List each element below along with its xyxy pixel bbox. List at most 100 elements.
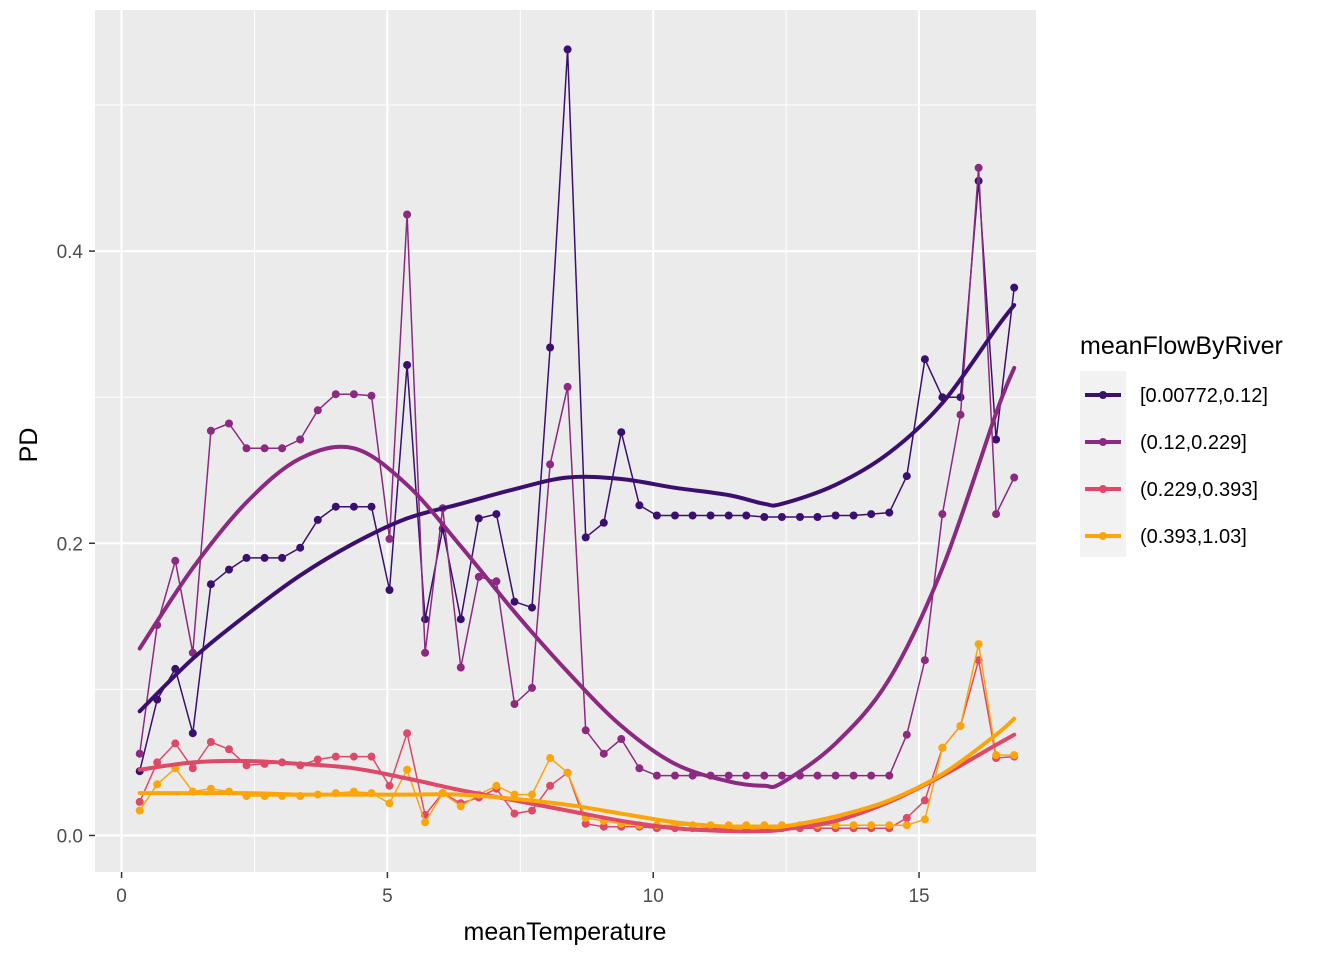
data-point bbox=[992, 435, 1001, 444]
y-tick-label: 0.2 bbox=[57, 534, 83, 555]
data-point bbox=[635, 764, 644, 773]
data-point bbox=[617, 428, 626, 437]
legend-label: (0.393,1.03] bbox=[1140, 526, 1247, 548]
data-point bbox=[367, 391, 376, 400]
data-point bbox=[777, 513, 786, 521]
legend-label: (0.12,0.229] bbox=[1140, 432, 1247, 454]
data-point bbox=[688, 511, 697, 520]
data-point bbox=[260, 553, 269, 562]
data-point bbox=[492, 510, 501, 519]
data-point bbox=[296, 435, 305, 444]
data-point bbox=[546, 754, 555, 762]
data-point bbox=[920, 656, 929, 665]
data-point bbox=[528, 683, 536, 692]
data-point bbox=[867, 771, 876, 780]
axis-ticks bbox=[89, 250, 920, 878]
data-point bbox=[671, 511, 679, 520]
legend: meanFlowByRiver [0.00772,0.12] (0.12,0.22… bbox=[1080, 332, 1283, 557]
data-point bbox=[421, 818, 430, 827]
data-point bbox=[403, 361, 412, 369]
data-point bbox=[956, 721, 965, 730]
data-point bbox=[813, 513, 822, 521]
data-point bbox=[599, 749, 608, 758]
data-point bbox=[920, 815, 929, 824]
data-point bbox=[260, 444, 269, 453]
data-point bbox=[188, 729, 197, 738]
data-point bbox=[278, 444, 287, 453]
legend-title: meanFlowByRiver bbox=[1080, 332, 1283, 360]
data-point bbox=[581, 726, 590, 735]
data-point bbox=[831, 511, 840, 520]
x-tick-label: 5 bbox=[382, 886, 393, 907]
data-point bbox=[456, 663, 465, 672]
data-point bbox=[456, 802, 465, 811]
data-point bbox=[403, 210, 412, 219]
data-point bbox=[510, 790, 519, 799]
data-point bbox=[849, 821, 858, 830]
data-point bbox=[349, 752, 358, 761]
data-point bbox=[599, 518, 608, 527]
y-tick-label: 0.4 bbox=[57, 242, 84, 263]
data-point bbox=[1010, 473, 1019, 482]
y-axis-title: PD bbox=[15, 428, 43, 463]
legend-key-background bbox=[1080, 371, 1126, 557]
legend-key-point bbox=[1099, 485, 1107, 493]
data-point bbox=[153, 758, 162, 767]
data-point bbox=[992, 510, 1001, 519]
legend-key-point bbox=[1099, 532, 1107, 540]
data-point bbox=[992, 751, 1001, 760]
data-point bbox=[331, 752, 340, 761]
data-point bbox=[153, 780, 162, 789]
data-point bbox=[367, 752, 376, 761]
data-point bbox=[225, 745, 233, 754]
grid-major bbox=[95, 10, 1036, 872]
data-point bbox=[546, 343, 555, 352]
data-point bbox=[581, 533, 590, 542]
data-point bbox=[956, 410, 965, 419]
legend-item: [0.00772,0.12] bbox=[1085, 385, 1268, 407]
data-point bbox=[313, 406, 322, 415]
data-point bbox=[546, 781, 555, 790]
data-point bbox=[938, 510, 947, 519]
data-point bbox=[760, 771, 769, 780]
data-point bbox=[349, 390, 358, 399]
data-point bbox=[1010, 751, 1019, 760]
data-point bbox=[135, 797, 144, 806]
y-tick-labels: 0.0 0.2 0.4 bbox=[57, 242, 84, 847]
data-point bbox=[563, 382, 572, 391]
data-point bbox=[1010, 283, 1019, 292]
x-tick-label: 15 bbox=[908, 886, 929, 907]
data-point bbox=[331, 390, 340, 399]
data-point bbox=[920, 796, 929, 805]
series-layer bbox=[135, 45, 1019, 833]
data-point bbox=[492, 781, 501, 790]
data-point bbox=[831, 771, 840, 780]
data-point bbox=[385, 586, 394, 594]
data-point bbox=[225, 419, 233, 428]
data-point bbox=[563, 45, 572, 54]
data-point bbox=[225, 565, 233, 574]
data-point bbox=[867, 821, 876, 830]
x-axis-title: meanTemperature bbox=[464, 918, 667, 946]
data-point bbox=[278, 553, 287, 562]
data-point bbox=[135, 749, 144, 758]
data-point bbox=[474, 514, 483, 523]
data-point bbox=[671, 771, 679, 780]
data-point bbox=[974, 640, 983, 649]
data-point bbox=[902, 472, 911, 481]
data-point bbox=[902, 821, 911, 830]
data-point bbox=[902, 813, 911, 822]
data-point bbox=[849, 771, 858, 780]
data-point bbox=[885, 771, 894, 780]
data-point bbox=[956, 393, 965, 402]
legend-items: [0.00772,0.12] (0.12,0.229] (0.229,0.393] (… bbox=[1080, 371, 1268, 557]
data-point bbox=[171, 739, 180, 748]
data-point bbox=[528, 603, 536, 612]
panel-background bbox=[95, 10, 1036, 872]
data-point bbox=[885, 821, 894, 830]
data-point bbox=[206, 784, 215, 793]
legend-label: (0.229,0.393] bbox=[1140, 479, 1258, 501]
data-point bbox=[421, 648, 430, 657]
data-point bbox=[385, 799, 394, 808]
data-point bbox=[635, 501, 644, 510]
